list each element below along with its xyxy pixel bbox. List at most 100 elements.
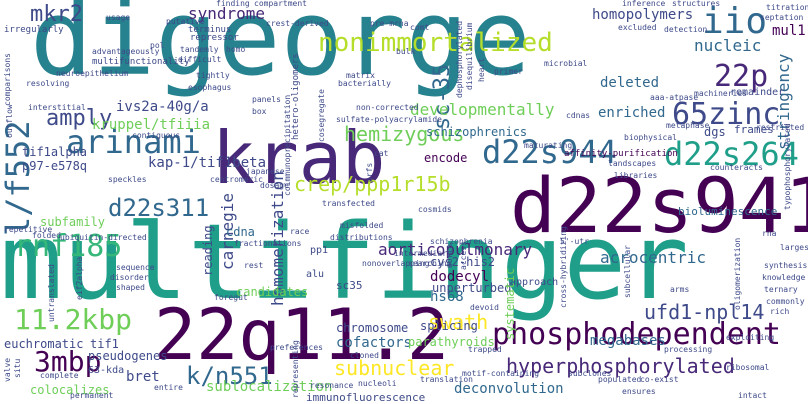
word-kap1: kap-1/tif1beta xyxy=(148,155,267,171)
word-complete: complete xyxy=(40,371,79,380)
word-synthesis: synthesis xyxy=(764,261,808,270)
word-outflow: outflow xyxy=(5,104,14,138)
word-pol: pol xyxy=(150,41,165,50)
word-homopolymers: homopolymers xyxy=(592,7,694,23)
word-arinami: arinami xyxy=(66,123,201,161)
word-mul1: mul1 xyxy=(772,23,806,39)
word-pre-mrna: pre-mrna xyxy=(370,19,409,28)
word-frames: frames xyxy=(734,123,774,136)
word-valve: valve xyxy=(3,357,12,382)
word-nucleoli: nucleoli xyxy=(358,379,397,388)
word-candidates: candidates xyxy=(236,285,309,299)
word-chromosome: chromosome xyxy=(336,321,409,335)
word-schizophrenia: schizophrenia xyxy=(430,237,493,246)
word-terminus: terminus xyxy=(188,25,232,35)
word-subfamily: subfamily xyxy=(40,215,106,229)
word-deconvolution: deconvolution xyxy=(454,381,564,397)
word-non-corrected: non-corrected xyxy=(356,103,419,112)
word-intact: intact xyxy=(738,391,767,400)
word-eif2alpha: eif2alpha xyxy=(75,256,84,300)
word-d22s944: d22s944 xyxy=(482,133,617,171)
word-devoid: devoid xyxy=(470,303,499,312)
word-sc35: sc35 xyxy=(336,279,363,292)
word-alu: alu xyxy=(306,269,325,280)
word-panels: panels xyxy=(252,95,281,104)
word-misfolded: misfolded xyxy=(340,221,384,230)
word-folded: folded xyxy=(32,231,61,240)
word-d22s311: d22s311 xyxy=(108,194,210,222)
word-22p: 22p xyxy=(714,59,769,94)
word-unperturbed: unperturbed xyxy=(432,281,512,295)
word-libraries: libraries xyxy=(614,171,658,180)
word-kruppel: kruppel/tfiiia xyxy=(92,117,211,133)
word-3mbp: 3mbp xyxy=(34,345,102,378)
word-biophysical: biophysical xyxy=(624,133,677,142)
word-coimmunoprecipitation: coimmunoprecipitation xyxy=(283,94,292,196)
word-hyperphosphorylated: hyperphosphorylated xyxy=(506,354,735,378)
word-arms: arms xyxy=(670,285,690,294)
word-rnf185: rnf185 xyxy=(14,229,123,264)
word-japanese: japanese xyxy=(246,167,285,176)
word-titration: titration xyxy=(766,3,808,12)
word-rna: rna xyxy=(762,229,777,238)
word-d22s264: d22s264 xyxy=(664,135,799,173)
word-disequilibrium: disequilibrium xyxy=(465,22,474,90)
word-cofactors: cofactors xyxy=(336,335,412,351)
word-matrix: matrix xyxy=(346,71,375,80)
word-p97: p97-e578q xyxy=(22,159,88,173)
word-ribosomal: ribosomal xyxy=(726,363,770,372)
word-putative: putative xyxy=(166,17,205,26)
word-landscapes: landscapes xyxy=(608,159,657,168)
word-ufd1-npl14: ufd1-npl14 xyxy=(644,300,765,324)
word-finding: finding xyxy=(216,0,250,8)
word-shaped: shaped xyxy=(116,283,145,292)
word-schizophrenics: schizophrenics xyxy=(426,125,528,139)
word-krab: krab xyxy=(212,116,386,200)
word-remainder: remainder xyxy=(730,87,785,98)
word-5-utr: 5'-utr xyxy=(560,237,589,246)
word-pp1: pp1 xyxy=(310,245,329,256)
word-swath: swath xyxy=(428,310,489,334)
word-resonance: resonance xyxy=(310,381,354,390)
word-speckles: speckles xyxy=(108,175,147,184)
word-entire: entire xyxy=(154,383,183,392)
word-ensures: ensures xyxy=(622,387,656,396)
word-intermediary: intermediary xyxy=(394,249,452,258)
word-immunofluorescence: immunofluorescence xyxy=(306,391,426,404)
word-compartment: compartment xyxy=(254,0,307,8)
word-transfected: transfected xyxy=(322,199,375,208)
word-tif1: tif1 xyxy=(90,337,119,351)
word-neuroepithelium: neuroepithelium xyxy=(56,69,129,78)
word-digeorge: digeorge xyxy=(30,0,531,99)
word-bacterially: bacterially xyxy=(338,79,391,88)
word-maturating: maturating xyxy=(524,141,573,150)
word-dgs: dgs xyxy=(704,125,726,139)
word-untranslated: untranslated xyxy=(47,264,56,322)
word-cys2-his2: cys2-his2 xyxy=(430,255,496,269)
word-sublocalization: sublocalization xyxy=(206,379,333,395)
word-euchromatic: euchromatic xyxy=(4,337,84,351)
word-advantageously: advantageously xyxy=(92,47,160,56)
word-fractionations: fractionations xyxy=(234,239,302,248)
word-access: access xyxy=(459,241,468,270)
word-systematic: systematic xyxy=(503,267,517,340)
word-cosmids: cosmids xyxy=(418,205,452,214)
word-comt: comt xyxy=(410,23,430,32)
word-aorta: aorta xyxy=(445,243,454,268)
word-parathyroids: parathyroids xyxy=(408,335,495,349)
word-crep: crep/ppp1r15b xyxy=(294,172,451,196)
word-22q11-2: 22q11.2 xyxy=(154,294,450,376)
word-primer: primer xyxy=(494,67,523,76)
word-tif1alpha: tif1alpha xyxy=(22,145,88,159)
word-bret: bret xyxy=(126,369,160,385)
word-race: race xyxy=(290,227,310,236)
word-hs68: hs68 xyxy=(430,289,464,305)
word-amply: amply xyxy=(46,106,113,131)
word-trapped: trapped xyxy=(468,345,502,354)
word-situ: situ xyxy=(13,358,22,378)
word-distributions: distributions xyxy=(330,233,393,242)
word-bulk: bulk xyxy=(396,47,416,56)
word-contiguous: contiguous xyxy=(132,131,181,140)
word-oligomerization: oligomerization xyxy=(733,237,742,310)
